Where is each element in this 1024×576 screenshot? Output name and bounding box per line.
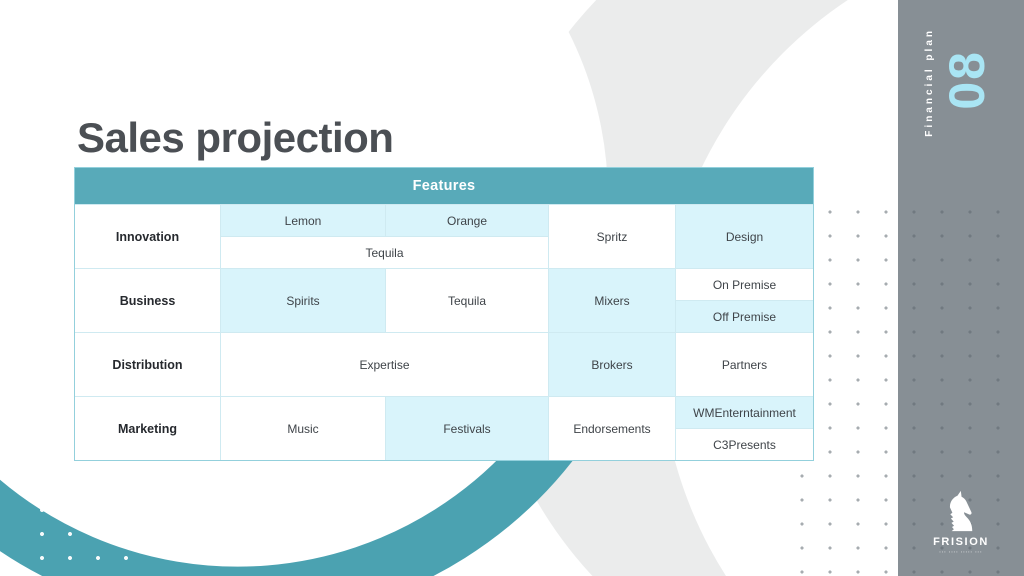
cell-on-premise: On Premise — [676, 269, 813, 300]
row-label-marketing: Marketing — [75, 397, 220, 460]
teal-arc — [0, 398, 595, 576]
horse-logo-icon — [949, 490, 973, 532]
cell-expertise: Expertise — [221, 333, 548, 396]
brand-tagline: ▪▪▪ ▪▪▪▪ ▪▪▪▪▪ ▪▪▪ — [939, 549, 983, 554]
row-label-distribution: Distribution — [75, 333, 220, 396]
cell-wm-entertainment: WMEnterntainment — [676, 397, 813, 428]
cell-tequila-business: Tequila — [386, 269, 548, 332]
cell-spirits: Spirits — [221, 269, 385, 332]
cell-festivals: Festivals — [386, 397, 548, 460]
cell-partners: Partners — [676, 333, 813, 396]
row-label-business: Business — [75, 269, 220, 332]
table-header-features: Features — [75, 168, 813, 204]
cell-music: Music — [221, 397, 385, 460]
cell-endorsements: Endorsements — [549, 397, 675, 460]
cell-spritz: Spritz — [549, 205, 675, 268]
cell-design: Design — [676, 205, 813, 268]
cell-off-premise: Off Premise — [676, 301, 813, 332]
brand-name: FRISION — [933, 536, 989, 548]
cell-brokers: Brokers — [549, 333, 675, 396]
cell-orange: Orange — [386, 205, 548, 236]
brand-logo: FRISION ▪▪▪ ▪▪▪▪ ▪▪▪▪▪ ▪▪▪ — [898, 488, 1024, 554]
cell-mixers: Mixers — [549, 269, 675, 332]
row-label-innovation: Innovation — [75, 205, 220, 268]
cell-c3-presents: C3Presents — [676, 429, 813, 460]
cell-tequila-innovation: Tequila — [221, 237, 548, 268]
page-title: Sales projection — [77, 114, 394, 162]
page-number: 08 — [939, 50, 995, 110]
features-table: Features Innovation Lemon Orange Tequila… — [74, 167, 814, 461]
section-label: Financial plan — [924, 28, 935, 137]
cell-lemon: Lemon — [221, 205, 385, 236]
